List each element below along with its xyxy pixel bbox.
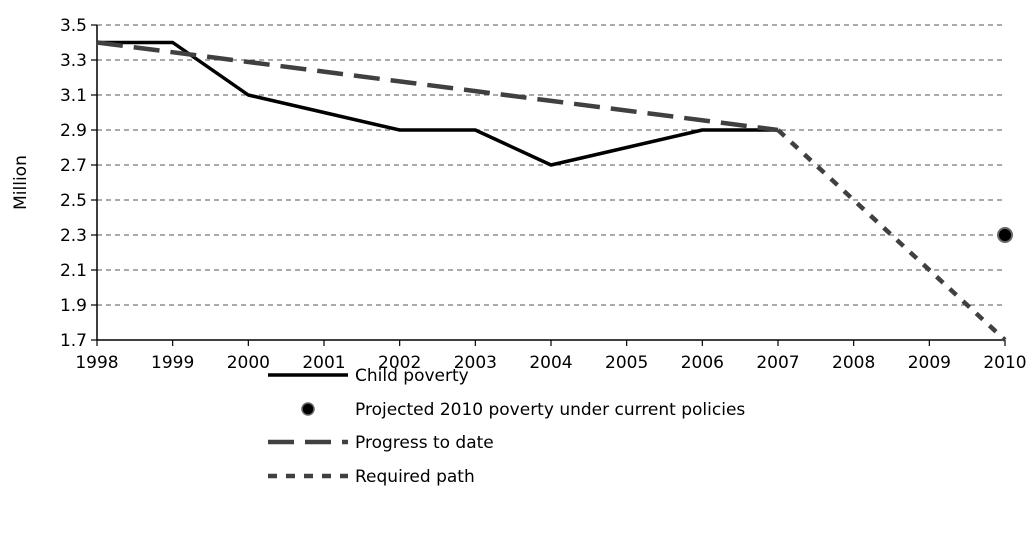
x-tick-label: 2004 xyxy=(529,353,572,373)
y-tick-label: 3.3 xyxy=(60,51,87,71)
legend-label: Required path xyxy=(355,467,475,487)
series-line-2 xyxy=(96,40,779,133)
y-tick-label: 2.3 xyxy=(60,226,87,246)
series-line-3 xyxy=(776,128,1007,342)
x-tick-label: 2010 xyxy=(983,353,1026,373)
x-tick-label: 2002 xyxy=(378,353,421,373)
axes xyxy=(91,24,1006,346)
series-line-0 xyxy=(97,40,778,167)
legend: Child poverty Projected 2010 poverty unde… xyxy=(268,366,745,487)
x-tick-label: 2005 xyxy=(605,353,648,373)
y-tick-label: 2.1 xyxy=(60,261,87,281)
x-tick-label: 2009 xyxy=(908,353,951,373)
y-tick-label: 2.7 xyxy=(60,156,87,176)
grid-lines xyxy=(97,24,1005,306)
x-tick-label: 1999 xyxy=(151,353,194,373)
x-tick-label: 2006 xyxy=(681,353,724,373)
legend-label: Progress to date xyxy=(355,433,494,453)
y-tick-label: 2.5 xyxy=(60,191,87,211)
y-tick-label: 1.9 xyxy=(60,296,87,316)
y-tick-label: 1.7 xyxy=(60,331,87,351)
y-axis-label: Million xyxy=(11,155,31,210)
x-tick-labels: 1998 1999 2000 2001 2002 2003 2004 2005 2006 2007… xyxy=(75,353,1026,373)
x-tick-label: 2001 xyxy=(302,353,345,373)
x-tick-label: 2007 xyxy=(756,353,799,373)
legend-label: Projected 2010 poverty under current pol… xyxy=(355,400,745,420)
y-tick-label: 3.5 xyxy=(60,16,87,36)
y-tick-label: 3.1 xyxy=(60,86,87,106)
legend-label: Child poverty xyxy=(355,366,469,386)
y-tick-labels: 1.7 1.9 2.1 2.3 2.5 2.7 2.9 3.1 3.3 3.5 xyxy=(60,16,87,351)
x-tick-label: 1998 xyxy=(75,353,118,373)
x-tick-label: 2003 xyxy=(454,353,497,373)
projected-2010-marker xyxy=(997,227,1013,243)
x-tick-label: 2008 xyxy=(832,353,875,373)
x-tick-label: 2000 xyxy=(227,353,270,373)
y-tick-label: 2.9 xyxy=(60,121,87,141)
legend-swatch-marker xyxy=(301,402,315,416)
series-group xyxy=(96,40,1013,342)
